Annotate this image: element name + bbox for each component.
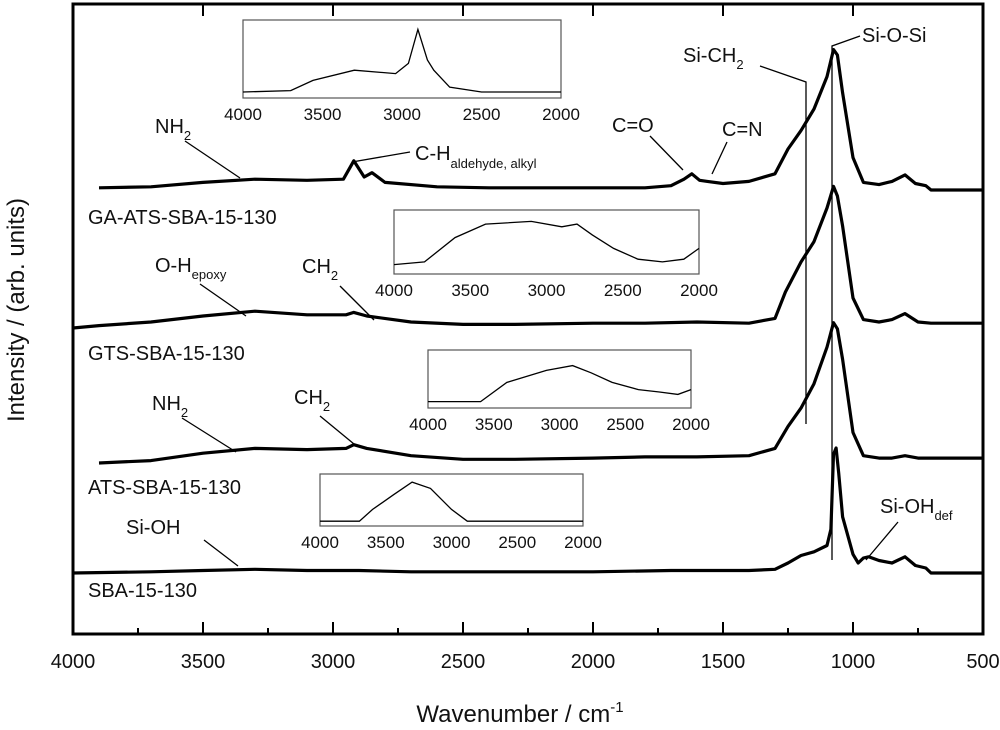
inset-tick-label: 3500 [475,415,513,434]
inset-tick-label: 4000 [375,281,413,300]
inset-1: 4000 3500 3000 2500 2000 [375,209,718,300]
spectrum-trace-1 [72,184,983,330]
leader-siosi [831,35,861,560]
insets: 4000 3500 3000 2500 2000 4000 3500 3000 2500 2000… [224,19,718,552]
x-tick-label: 2500 [441,651,486,673]
inset-tick-label: 3500 [451,281,489,300]
arrow-ch2-ats [319,415,355,445]
spectrum-trace-0 [98,48,983,192]
inset-tick-label: 3000 [383,105,421,124]
annotation-siosi: Si-O-Si [862,25,926,47]
inset-frame [393,209,700,275]
inset-tick-label: 3000 [433,533,471,552]
annotation-oh-epoxy: O-Hepoxy [155,255,227,282]
annotation-sioh: Si-OH [126,517,180,539]
inset-tick-label: 2500 [606,415,644,434]
x-tick-label: 3000 [311,651,356,673]
inset-tick-label: 3000 [541,415,579,434]
annotation-sich2: Si-CH2 [683,45,744,72]
x-tick-label: 1500 [701,651,746,673]
inset-3: 4000 3500 3000 2500 2000 [301,473,602,552]
arrow-cn [711,141,728,175]
annotation-ch2-ats: CH2 [294,387,330,414]
inset-0: 4000 3500 3000 2500 2000 [224,19,580,124]
inset-trace [320,481,583,522]
inset-tick-label: 4000 [301,533,339,552]
inset-tick-label: 4000 [409,415,447,434]
annotation-nh2-top: NH2 [155,116,191,143]
annotation-cn: C=N [722,119,763,141]
arrow-co [649,135,684,171]
annotation-ch-aldehyde: C-Haldehyde, alkyl [415,143,537,171]
arrow-nh2-top [184,140,241,179]
arrow-nh2-ats [181,417,237,453]
inset-tick-label: 3000 [528,281,566,300]
series-label-ga-ats: GA-ATS-SBA-15-130 [88,207,277,229]
leader-sich2 [759,65,807,424]
series-label-ats: ATS-SBA-15-130 [88,477,241,499]
arrow-sioh [203,539,239,567]
arrow-oh-epoxy [199,283,247,317]
inset-frame [319,473,584,527]
inset-tick-label: 2000 [542,105,580,124]
x-axis-title: Wavenumber / cm-1 [416,699,623,728]
inset-tick-label: 2000 [564,533,602,552]
inset-tick-label: 4000 [224,105,262,124]
inset-tick-label: 3500 [367,533,405,552]
y-axis-title: Intensity / (arb. units) [3,198,30,422]
inset-tick-label: 2000 [672,415,710,434]
inset-2: 4000 3500 3000 2500 2000 [409,349,710,434]
annotation-sioh-def: Si-OHdef [880,496,953,523]
x-axis-ticks: 4000 3500 3000 2500 2000 1500 1000 500 [51,4,1000,673]
arrow-ch2-gts [339,285,375,321]
inset-tick-label: 2000 [680,281,718,300]
inset-tick-label: 2500 [498,533,536,552]
x-tick-label: 2000 [571,651,616,673]
inset-trace [428,364,692,403]
inset-tick-label: 3500 [304,105,342,124]
x-tick-label: 3500 [181,651,226,673]
annotation-co: C=O [612,115,654,137]
x-tick-label: 500 [966,651,999,673]
x-tick-label: 1000 [831,651,876,673]
inset-frame [242,19,562,99]
series-label-gts: GTS-SBA-15-130 [88,343,245,365]
annotation-nh2-ats: NH2 [152,393,188,420]
spectrum-trace-3 [72,446,983,575]
inset-frame [427,349,692,409]
annotation-ch2-gts: CH2 [302,256,338,283]
inset-trace [242,27,561,93]
inset-tick-label: 2500 [604,281,642,300]
inset-trace [393,220,700,266]
spectra-traces [72,48,983,575]
arrow-sioh-def [865,521,899,561]
series-label-sba: SBA-15-130 [88,580,197,602]
spectrum-trace-2 [98,321,983,465]
x-tick-label: 4000 [51,651,96,673]
arrow-ch-aldehyde [351,151,411,163]
inset-tick-label: 2500 [463,105,501,124]
